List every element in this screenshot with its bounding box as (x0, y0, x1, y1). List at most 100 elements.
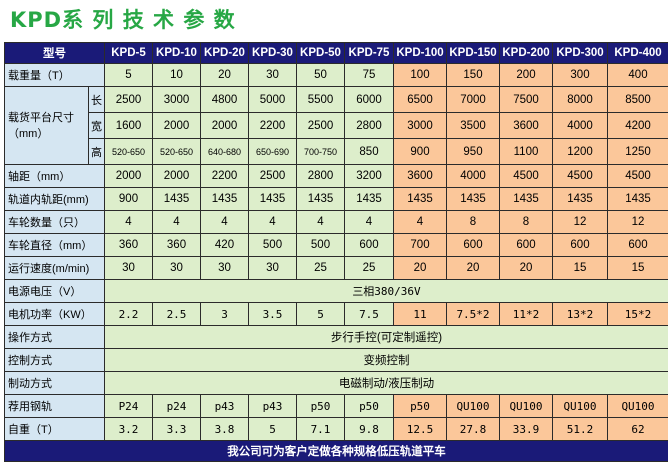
load-row-value: 300 (552, 63, 608, 87)
wheel-diameter-row-value: 600 (607, 233, 668, 257)
braking-row: 制动方式 电磁制动/液压制动 (4, 371, 668, 395)
platform-width-value: 2200 (248, 112, 297, 139)
wheel-diameter-row-value: 600 (446, 233, 500, 257)
wheel-count-row-value: 4 (248, 210, 297, 234)
axle-row-label: 轴距（mm） (4, 164, 105, 188)
platform-width-sublabel: 宽 (88, 112, 105, 139)
model-header: KPD-10 (152, 42, 201, 64)
power-row-value: 15*2 (607, 302, 668, 326)
gauge-row-value: 900 (104, 187, 153, 211)
power-row-label: 电机功率（KW） (4, 302, 105, 326)
speed-row-label: 运行速度(m/min) (4, 256, 105, 280)
platform-width-value: 2800 (344, 112, 394, 139)
model-header: KPD-75 (344, 42, 394, 64)
weight-row-value: 62 (607, 417, 668, 441)
weight-row-value: 3.8 (200, 417, 249, 441)
platform-length-value: 6000 (344, 86, 394, 113)
voltage-row-label: 电源电压（V） (4, 279, 105, 303)
platform-height-value: 1100 (499, 138, 553, 165)
platform-length-value: 7000 (446, 86, 500, 113)
load-row-label: 载重量（T） (4, 63, 105, 87)
platform-length-value: 6500 (393, 86, 447, 113)
wheel-diameter-row-value: 700 (393, 233, 447, 257)
weight-row-value: 5 (248, 417, 297, 441)
page-title: KPD系 列 技 术 参 数 (10, 8, 236, 32)
load-row-value: 50 (296, 63, 345, 87)
power-row-value: 5 (296, 302, 345, 326)
model-header: KPD-20 (200, 42, 249, 64)
wheel-count-row-value: 8 (499, 210, 553, 234)
spec-table: 型号 KPD-5 KPD-10 KPD-20 KPD-30 KPD-50 KPD-75 KPD… (4, 42, 668, 462)
gauge-row-value: 1435 (552, 187, 608, 211)
operation-row-label: 操作方式 (4, 325, 105, 349)
power-row: 电机功率（KW） 2.2 2.5 3 3.5 5 7.5 11 7.5*2 11*2 13*2 15*… (4, 302, 668, 326)
axle-row-value: 2800 (296, 164, 345, 188)
wheel-diameter-row-value: 600 (499, 233, 553, 257)
wheel-count-row-value: 4 (296, 210, 345, 234)
weight-row-value: 9.8 (344, 417, 394, 441)
wheel-diameter-row-value: 500 (296, 233, 345, 257)
power-row-value: 2.2 (104, 302, 153, 326)
rail-row-value: p43 (200, 394, 249, 418)
model-header: KPD-300 (552, 42, 608, 64)
model-header: KPD-100 (393, 42, 447, 64)
platform-length-value: 4800 (200, 86, 249, 113)
load-row: 载重量（T） 5 10 20 30 50 75 100 150 200 300 400 (4, 63, 668, 87)
platform-height-row: 高 520-650 520-650 640-680 650-690 700-750 850 9… (5, 138, 668, 165)
wheel-count-row-value: 12 (552, 210, 608, 234)
axle-row-value: 3200 (344, 164, 394, 188)
platform-length-value: 8500 (607, 86, 668, 113)
platform-length-value: 3000 (152, 86, 201, 113)
platform-width-row: 宽 1600 2000 2000 2200 2500 2800 3000 3500 3600 400… (5, 112, 668, 139)
gauge-row-value: 1435 (248, 187, 297, 211)
model-header: KPD-200 (499, 42, 553, 64)
gauge-row-value: 1435 (344, 187, 394, 211)
gauge-row-label: 轨道内轨距(mm) (4, 187, 105, 211)
wheel-diameter-row-value: 600 (344, 233, 394, 257)
wheel-count-row-value: 4 (393, 210, 447, 234)
weight-row-value: 3.2 (104, 417, 153, 441)
model-header: KPD-50 (296, 42, 345, 64)
weight-row: 自重（T） 3.2 3.3 3.8 5 7.1 9.8 12.5 27.8 33.9 51.2 62 (4, 417, 668, 441)
rail-row-label: 荐用钢轨 (4, 394, 105, 418)
header-label: 型号 (4, 42, 105, 64)
weight-row-value: 12.5 (393, 417, 447, 441)
platform-length-value: 2500 (104, 86, 153, 113)
wheel-count-row-label: 车轮数量（只） (4, 210, 105, 234)
platform-height-value: 1250 (607, 138, 668, 165)
wheel-diameter-row-value: 500 (248, 233, 297, 257)
control-row: 控制方式 变频控制 (4, 348, 668, 372)
speed-row-value: 20 (446, 256, 500, 280)
speed-row-value: 30 (104, 256, 153, 280)
load-row-value: 150 (446, 63, 500, 87)
axle-row-value: 2000 (104, 164, 153, 188)
axle-row-value: 2500 (248, 164, 297, 188)
platform-height-value: 900 (393, 138, 447, 165)
weight-row-value: 27.8 (446, 417, 500, 441)
footer-row: 我公司可为客户定做各种规格低压轨道平车 (4, 440, 668, 462)
platform-width-value: 2500 (296, 112, 345, 139)
power-row-value: 3.5 (248, 302, 297, 326)
platform-width-value: 3000 (393, 112, 447, 139)
platform-height-value: 520-650 (104, 138, 153, 165)
wheel-diameter-row-value: 420 (200, 233, 249, 257)
model-header: KPD-400 (607, 42, 668, 64)
axle-row-value: 4500 (552, 164, 608, 188)
model-header: KPD-5 (104, 42, 153, 64)
speed-row-value: 20 (393, 256, 447, 280)
load-row-value: 5 (104, 63, 153, 87)
speed-row-value: 15 (607, 256, 668, 280)
rail-row-value: p43 (248, 394, 297, 418)
axle-row-value: 2200 (200, 164, 249, 188)
load-row-value: 10 (152, 63, 201, 87)
power-row-value: 7.5 (344, 302, 394, 326)
speed-row-value: 15 (552, 256, 608, 280)
platform-height-value: 850 (344, 138, 394, 165)
load-row-value: 100 (393, 63, 447, 87)
load-row-value: 75 (344, 63, 394, 87)
load-row-value: 30 (248, 63, 297, 87)
speed-row-value: 30 (248, 256, 297, 280)
gauge-row-value: 1435 (296, 187, 345, 211)
platform-height-sublabel: 高 (88, 138, 105, 165)
weight-row-value: 3.3 (152, 417, 201, 441)
